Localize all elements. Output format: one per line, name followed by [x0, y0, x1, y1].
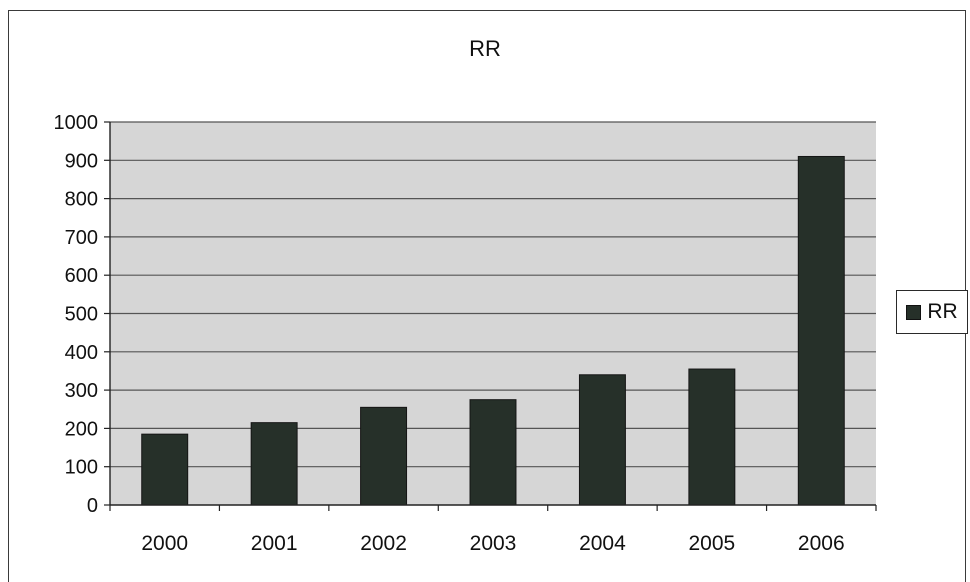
x-tick-label: 2006: [798, 532, 845, 555]
legend-swatch: [906, 304, 922, 320]
x-tick-label: 2003: [470, 532, 517, 555]
chart-title: RR: [469, 36, 501, 61]
bars: [141, 155, 845, 506]
y-tick-label: 0: [87, 495, 98, 517]
x-axis-tick-labels: 2000 2001 2002 2003 2004 2005 2006: [141, 532, 844, 555]
y-tick-label: 400: [65, 342, 98, 364]
bar-2002: [360, 406, 408, 506]
bar-2000: [141, 433, 189, 506]
gridlines: [110, 121, 876, 468]
bar-2001: [250, 422, 298, 506]
y-tick-label: 200: [65, 418, 98, 440]
y-tick-label: 600: [65, 265, 98, 287]
y-axis-tick-labels: 0 100 200 300 400 500 600 700 800 900 1000: [54, 112, 99, 517]
x-tick-label: 2002: [360, 532, 407, 555]
y-tick-label: 300: [65, 380, 98, 402]
x-tick-label: 2005: [688, 532, 735, 555]
y-tick-label: 1000: [54, 112, 99, 134]
x-tick-label: 2000: [141, 532, 188, 555]
y-tick-label: 900: [65, 150, 98, 172]
legend-label: RR: [927, 300, 958, 323]
y-tick-label: 100: [65, 457, 98, 479]
legend: RR: [896, 290, 968, 334]
y-tick-label: 500: [65, 304, 98, 326]
bar-2003: [469, 399, 517, 506]
axes: [104, 121, 877, 511]
x-tick-label: 2001: [251, 532, 298, 555]
y-tick-label: 800: [65, 189, 98, 211]
bar-2006: [797, 155, 845, 506]
bar-2005: [688, 368, 736, 506]
y-tick-label: 700: [65, 227, 98, 249]
bar-2004: [578, 374, 626, 506]
x-tick-label: 2004: [579, 532, 626, 555]
